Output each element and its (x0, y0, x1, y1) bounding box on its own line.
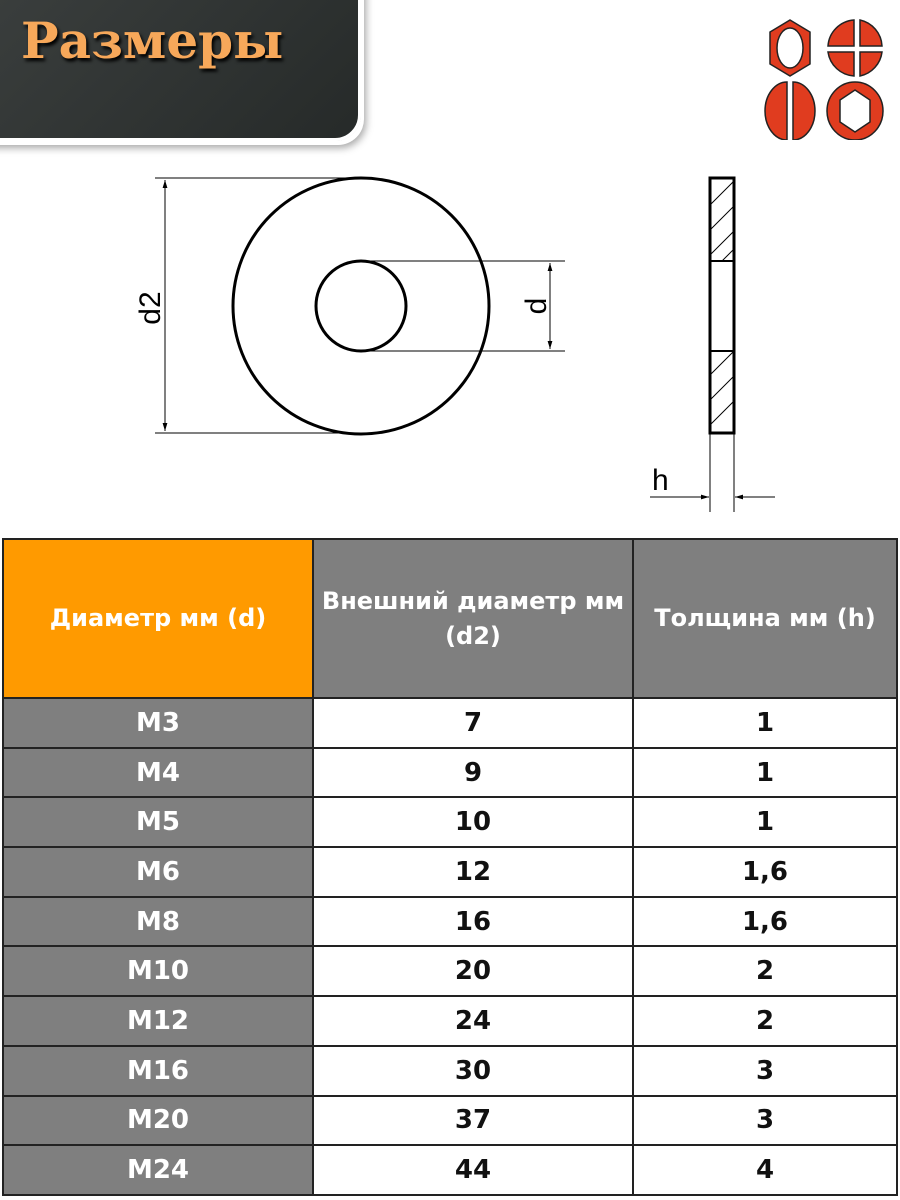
table-row: M5 10 1 (2, 796, 898, 849)
header-diameter: Диаметр мм (d) (2, 538, 314, 699)
table-row: M16 30 3 (2, 1044, 898, 1097)
table-row: M10 20 2 (2, 945, 898, 998)
cell-thickness: 1 (632, 746, 898, 799)
washer-side-view (650, 176, 775, 512)
d2-label: d2 (134, 291, 167, 324)
table-row: M20 37 3 (2, 1094, 898, 1147)
h-label: h (652, 464, 669, 497)
table-header-row: Диаметр мм (d) Внешний диаметр мм (d2) Т… (2, 538, 898, 699)
cell-diameter: M20 (2, 1094, 314, 1147)
table-row: M12 24 2 (2, 995, 898, 1047)
cell-diameter: M4 (2, 746, 314, 799)
fasteners-logo-icon (764, 19, 884, 140)
table-row: M8 16 1,6 (2, 895, 898, 948)
cell-diameter: M8 (2, 895, 314, 948)
cell-outer-diameter: 37 (312, 1094, 634, 1147)
cell-outer-diameter: 16 (312, 895, 634, 948)
cell-diameter: M10 (2, 945, 314, 998)
title-banner: Размеры (0, 0, 361, 141)
cell-diameter: M6 (2, 846, 314, 898)
table-row: M24 44 4 (2, 1144, 898, 1196)
cell-outer-diameter: 20 (312, 945, 634, 998)
cell-diameter: M5 (2, 796, 314, 849)
cell-outer-diameter: 24 (312, 995, 634, 1047)
table-row: M6 12 1,6 (2, 846, 898, 898)
cell-outer-diameter: 44 (312, 1144, 634, 1196)
cell-thickness: 4 (632, 1144, 898, 1196)
cell-thickness: 2 (632, 995, 898, 1047)
cell-outer-diameter: 12 (312, 846, 634, 898)
cell-outer-diameter: 10 (312, 796, 634, 849)
dimensions-table: Диаметр мм (d) Внешний диаметр мм (d2) Т… (2, 538, 898, 1196)
table-row: M3 7 1 (2, 697, 898, 749)
cell-outer-diameter: 9 (312, 746, 634, 799)
cell-diameter: M3 (2, 697, 314, 749)
cell-thickness: 3 (632, 1044, 898, 1097)
cell-outer-diameter: 7 (312, 697, 634, 749)
page-title: Размеры (21, 11, 284, 70)
d-label: d (520, 298, 553, 315)
cell-thickness: 2 (632, 945, 898, 998)
cell-thickness: 1 (632, 697, 898, 749)
cell-outer-diameter: 30 (312, 1044, 634, 1097)
header-thickness: Толщина мм (h) (632, 538, 898, 699)
cell-thickness: 3 (632, 1094, 898, 1147)
cell-thickness: 1,6 (632, 895, 898, 948)
cell-thickness: 1 (632, 796, 898, 849)
washer-front-view (155, 176, 565, 436)
cell-thickness: 1,6 (632, 846, 898, 898)
table-row: M4 9 1 (2, 746, 898, 799)
washer-drawing: d2 d h (134, 176, 775, 512)
header-outer-diameter: Внешний диаметр мм (d2) (312, 538, 634, 699)
cell-diameter: M12 (2, 995, 314, 1047)
cell-diameter: M24 (2, 1144, 314, 1196)
cell-diameter: M16 (2, 1044, 314, 1097)
